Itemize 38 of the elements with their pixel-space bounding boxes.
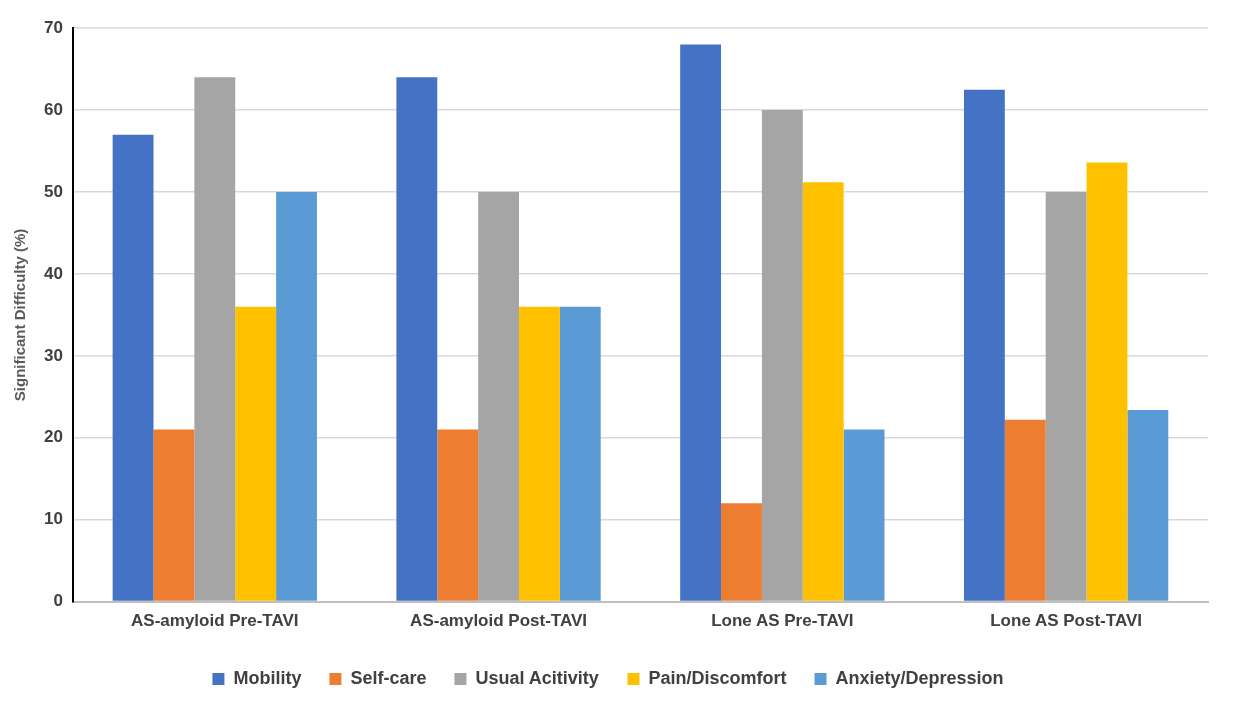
y-tick-label: 50 [43, 181, 63, 201]
bar [761, 110, 803, 601]
y-tick-label: 60 [43, 99, 63, 119]
x-tick-label: Lone AS Pre-TAVI [711, 611, 854, 631]
bar [1004, 419, 1046, 601]
y-tick-label: 0 [53, 591, 63, 611]
bar [276, 192, 317, 601]
x-tick-label: AS-amyloid Post-TAVI [410, 611, 588, 631]
x-tick-label: Lone AS Post-TAVI [990, 611, 1142, 631]
bar [721, 503, 762, 601]
bar [519, 306, 560, 601]
bar [559, 306, 601, 601]
y-tick-label: 20 [43, 427, 63, 447]
bar [112, 134, 154, 601]
bar [843, 429, 885, 601]
y-tick-label: 30 [43, 345, 63, 365]
legend-label: Pain/Discomfort [648, 667, 787, 688]
y-tick-label: 70 [43, 17, 63, 37]
y-axis-title: Significant Difficulty (%) [11, 228, 29, 402]
bar [153, 429, 195, 601]
bar [437, 429, 479, 601]
legend-label: Mobility [233, 667, 302, 688]
legend-label: Anxiety/Depression [835, 667, 1004, 688]
bar [1045, 192, 1087, 601]
bar [680, 44, 722, 601]
legend-label: Self-care [350, 667, 427, 688]
bar [963, 89, 1005, 601]
bar [1127, 409, 1169, 601]
bar [396, 77, 438, 601]
y-tick-label: 40 [43, 263, 63, 283]
bar [802, 182, 844, 601]
bar [1086, 162, 1128, 601]
bar [235, 306, 277, 601]
x-tick-label: AS-amyloid Pre-TAVI [131, 611, 299, 631]
bar [194, 77, 236, 601]
bar [478, 192, 519, 601]
legend-label: Usual Acitivity [475, 667, 599, 688]
y-tick-label: 10 [43, 509, 63, 529]
